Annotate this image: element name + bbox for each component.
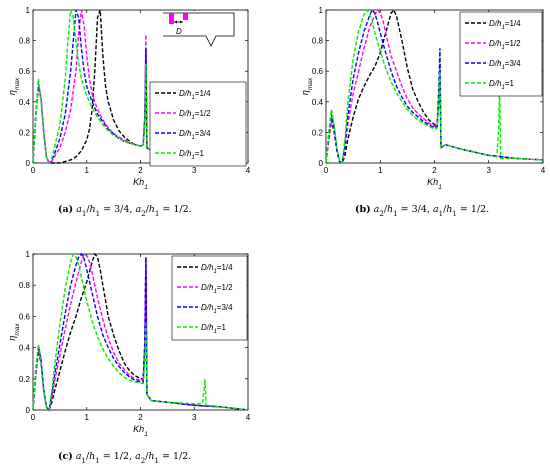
legend: D/h1=1/4 D/h1=1/2 D/h1=3/4 D/h1=1	[149, 81, 247, 167]
y-axis-label: ηmax	[300, 77, 314, 95]
chart-panel-3: 0 1 2 3 400.20.40.60.81Kh1ηmaxD/h1=1/4D/h1=1…	[7, 250, 251, 465]
x-tick-label: 2	[138, 413, 143, 422]
y-tick-label: 0	[319, 159, 324, 168]
y-tick-label: 0.2	[312, 128, 324, 137]
inset-outline	[163, 12, 235, 47]
y-tick-label: 0	[26, 159, 31, 168]
legend-entry: D/h1=1/4	[489, 19, 521, 31]
y-tick-label: 0.6	[312, 67, 324, 76]
panel-caption: (b) a2/h1 = 3/4, a1/h1 = 1/2.	[355, 204, 489, 218]
x-tick-label: 3	[192, 413, 197, 422]
y-tick-label: 0.4	[312, 98, 324, 107]
x-tick-label: 2	[432, 166, 437, 175]
x-tick-label: 4	[541, 166, 546, 175]
chart-panel-2: 0 1 2 3 400.20.40.60.81Kh1ηmaxD/h1=1/4D/h1=1…	[300, 6, 546, 218]
series-line-4	[32, 9, 249, 165]
legend: D/h1=1/4 D/h1=1/2 D/h1=3/4 D/h1=1	[459, 11, 543, 97]
x-tick-label: 1	[85, 166, 90, 175]
y-tick-label: 0.6	[19, 67, 31, 76]
y-tick-label: 1	[26, 6, 31, 15]
y-tick-label: 0.8	[19, 37, 31, 46]
legend-entry: D/h1=3/4	[179, 129, 211, 141]
series-line-3	[325, 8, 544, 165]
y-tick-label: 0.2	[19, 128, 31, 137]
inset-barrier-right	[183, 13, 188, 20]
inset-barrier-left	[169, 13, 174, 24]
legend-box	[171, 255, 248, 341]
legend-entry: D/h1=3/4	[201, 303, 233, 315]
x-axis-label: Kh1	[133, 177, 148, 191]
legend-entry: D/h1=3/4	[489, 59, 521, 71]
x-tick-label: 4	[246, 413, 251, 422]
legend-entry: D/h1=1/2	[489, 39, 521, 51]
x-tick-label: 3	[487, 166, 492, 175]
legend-entry: D/h1=1/2	[201, 283, 233, 295]
y-axis-label: ηmax	[7, 77, 21, 95]
legend-entry: D/h1=1/2	[179, 109, 211, 121]
y-tick-label: 0.4	[19, 98, 31, 107]
x-tick-label: 2	[138, 166, 143, 175]
inset-label: D	[176, 27, 182, 36]
x-tick-label: 0	[31, 166, 36, 175]
inset-schematic: D	[163, 11, 239, 47]
legend-entry: D/h1=1	[489, 79, 514, 91]
series-line-4	[32, 252, 249, 412]
panel-caption: (c) a1/h1 = 1/2, a2/h1 = 1/2.	[58, 451, 191, 465]
legend-entry: D/h1=1	[179, 149, 204, 161]
x-tick-label: 4	[246, 166, 251, 175]
chart-panel-1: 0 1 2 3 400.20.40.60.81Kh1ηmaxD/h1=1/4D/h1=1…	[7, 6, 251, 218]
legend-box	[459, 11, 543, 97]
inset-arrowheads	[174, 20, 183, 24]
inset-background	[163, 11, 239, 44]
x-tick-label: 3	[192, 166, 197, 175]
y-tick-label: 0.4	[19, 344, 31, 353]
y-tick-label: 1	[26, 250, 31, 259]
legend: D/h1=1/4 D/h1=1/2 D/h1=3/4 D/h1=1	[171, 255, 248, 341]
y-tick-label: 0.8	[312, 37, 324, 46]
legend-box	[149, 81, 247, 167]
y-tick-label: 0.6	[19, 312, 31, 321]
legend-entry: D/h1=1	[201, 323, 226, 335]
series-line-2	[32, 9, 249, 164]
x-axis-label: Kh1	[133, 424, 148, 438]
x-axis-label: Kh1	[427, 177, 442, 191]
y-tick-label: 0.2	[19, 375, 31, 384]
legend-entry: D/h1=1/4	[201, 263, 233, 275]
x-tick-label: 0	[31, 413, 36, 422]
series-line-4	[325, 8, 544, 165]
y-axis-label: ηmax	[7, 323, 21, 341]
x-tick-label: 1	[378, 166, 383, 175]
y-tick-label: 0	[26, 406, 31, 415]
x-tick-label: 0	[324, 166, 329, 175]
legend-entry: D/h1=1/4	[179, 89, 211, 101]
y-tick-label: 1	[319, 6, 324, 15]
y-tick-label: 0.8	[19, 281, 31, 290]
panel-caption: (a) a1/h1 = 3/4, a2/h1 = 1/2.	[58, 204, 192, 218]
x-tick-label: 1	[85, 413, 90, 422]
